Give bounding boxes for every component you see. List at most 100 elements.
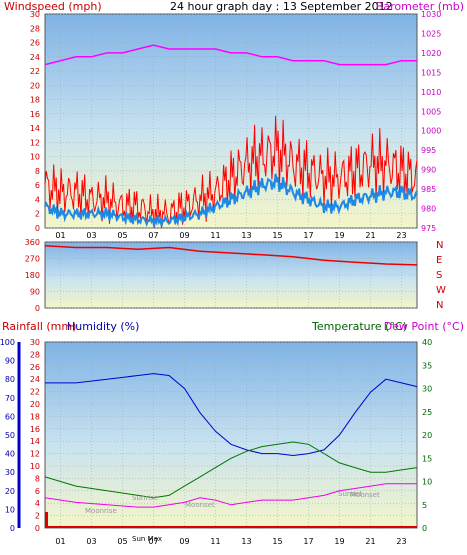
- humidity-tick-label: 0: [10, 524, 15, 533]
- x-tick-label: 01: [55, 231, 65, 240]
- x-tick-label: 15: [272, 537, 282, 546]
- wind-tick-label: 4: [35, 195, 40, 204]
- temp-plot-area: [44, 341, 418, 529]
- x-tick-label: 17: [303, 231, 313, 240]
- humidity-tick-label: 10: [5, 505, 15, 514]
- baro-tick-label: 990: [421, 166, 436, 175]
- baro-tick-label: 1000: [421, 127, 441, 136]
- dewpoint-axis-title: Dew Point (°C): [384, 320, 464, 333]
- rain-tick-label: 16: [30, 425, 40, 434]
- baro-tick-label: 1025: [421, 29, 441, 38]
- x-tick-label: 07: [148, 231, 158, 240]
- x-tick-label: 19: [334, 231, 344, 240]
- rain-tick-label: 24: [30, 375, 40, 384]
- wind-tick-label: 10: [30, 153, 40, 162]
- wind-average-line: [44, 173, 418, 228]
- x-tick-label: 11: [210, 537, 220, 546]
- humidity-tick-label: 100: [0, 338, 15, 347]
- rain-tick-label: 0: [35, 524, 40, 533]
- temperature-tick-label: 0: [422, 524, 427, 533]
- data-series: [17, 44, 418, 528]
- humidity-tick-label: 70: [5, 394, 15, 403]
- barometer-line: [44, 44, 417, 66]
- compass-label: N: [436, 300, 443, 311]
- rain-tick-label: 4: [35, 499, 40, 508]
- x-tick-label: 05: [117, 231, 127, 240]
- x-tick-label: 17: [303, 537, 313, 546]
- humidity-tick-label: 60: [5, 412, 15, 421]
- event-annotation: Sunset: [338, 490, 362, 498]
- temperature-line: [44, 441, 418, 499]
- baro-tick-label: 980: [421, 205, 436, 214]
- temperature-tick-label: 40: [422, 338, 432, 347]
- x-tick-label: 13: [241, 537, 251, 546]
- x-tick-label: 07: [148, 537, 158, 546]
- x-tick-label: 03: [86, 537, 96, 546]
- rain-tick-label: 2: [35, 512, 40, 521]
- x-tick-label: 11: [210, 231, 220, 240]
- rain-tick-label: 20: [30, 400, 40, 409]
- temperature-axis-title: Temperature (°C): [311, 320, 407, 333]
- rain-tick-label: 22: [30, 388, 40, 397]
- humidity-axis-title: Humidity (%): [67, 320, 139, 333]
- x-tick-label: 05: [117, 537, 127, 546]
- humidity-tick-label: 20: [5, 487, 15, 496]
- wind-tick-label: 24: [30, 53, 40, 62]
- x-tick-label: 23: [396, 231, 406, 240]
- x-tick-label: 03: [86, 231, 96, 240]
- humidity-tick-label: 50: [5, 431, 15, 440]
- event-annotation: Sunrise: [132, 494, 158, 502]
- rain-tick-label: 26: [30, 363, 40, 372]
- baro-tick-label: 1030: [421, 10, 441, 19]
- x-tick-label: 15: [272, 231, 282, 240]
- wind-axis-title: Windspeed (mph): [4, 0, 102, 13]
- wind-direction-line: [44, 244, 418, 266]
- wind-tick-label: 6: [35, 181, 40, 190]
- x-tick-label: 01: [55, 537, 65, 546]
- baro-tick-label: 1010: [421, 88, 441, 97]
- baro-tick-label: 995: [421, 146, 436, 155]
- x-tick-label: 13: [241, 231, 251, 240]
- temperature-tick-label: 35: [422, 361, 432, 370]
- compass-label: N: [436, 240, 443, 251]
- event-annotation: Sun Max: [132, 535, 162, 543]
- baro-axis-title: Barometer (mb): [376, 0, 464, 13]
- direction-tick-label: 180: [25, 271, 40, 280]
- wind-tick-label: 0: [35, 224, 40, 233]
- direction-tick-label: 360: [25, 238, 40, 247]
- temperature-tick-label: 5: [422, 501, 427, 510]
- x-tick-label: 23: [396, 537, 406, 546]
- rainfall-bar: [45, 512, 48, 528]
- wind-tick-label: 12: [30, 138, 40, 147]
- x-tick-label: 21: [365, 537, 375, 546]
- compass-label: E: [436, 255, 442, 266]
- event-annotation: Moonset: [350, 491, 380, 499]
- direction-tick-label: 270: [25, 255, 40, 264]
- wind-tick-label: 30: [30, 10, 40, 19]
- wind-tick-label: 28: [30, 24, 40, 33]
- baro-tick-label: 1005: [421, 107, 441, 116]
- direction-tick-label: 90: [30, 288, 40, 297]
- humidity-tick-label: 90: [5, 357, 15, 366]
- rain-tick-label: 10: [30, 462, 40, 471]
- rain-tick-label: 12: [30, 450, 40, 459]
- chart-title: 24 hour graph day : 13 September 2012: [170, 0, 393, 13]
- rain-tick-label: 8: [35, 474, 40, 483]
- wind-tick-label: 18: [30, 96, 40, 105]
- compass-label: S: [436, 270, 442, 281]
- compass-label: W: [436, 285, 446, 296]
- temperature-tick-label: 10: [422, 478, 432, 487]
- baro-tick-label: 985: [421, 185, 436, 194]
- rain-tick-label: 6: [35, 487, 40, 496]
- axis-labels: 0246810121416182022242628309759809859909…: [0, 10, 446, 546]
- x-tick-label: 21: [365, 231, 375, 240]
- temperature-tick-label: 15: [422, 454, 432, 463]
- event-annotation: Moonset: [185, 501, 215, 509]
- rain-tick-label: 14: [30, 437, 40, 446]
- direction-tick-label: 0: [35, 304, 40, 313]
- event-annotation: Moonrise: [85, 507, 117, 515]
- humidity-tick-label: 40: [5, 450, 15, 459]
- wind-tick-label: 8: [35, 167, 40, 176]
